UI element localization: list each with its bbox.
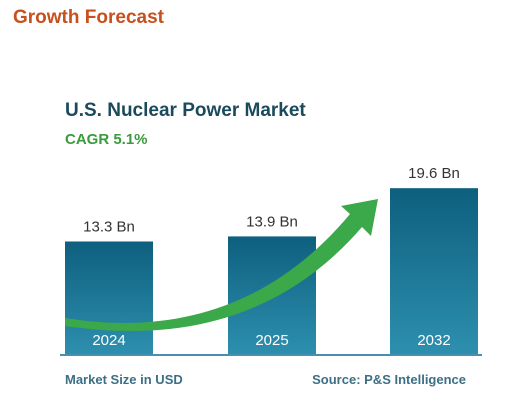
growth-arrow — [65, 199, 378, 331]
category-label-2025: 2025 — [255, 332, 288, 349]
cagr-label: CAGR 5.1% — [65, 131, 148, 148]
source-note: Source: P&S Intelligence — [312, 372, 466, 387]
y-axis-caption: Market Size in USD — [65, 372, 183, 387]
category-label-2032: 2032 — [417, 332, 450, 349]
value-label-2025: 13.9 Bn — [246, 213, 298, 230]
bar-2024 — [65, 241, 153, 354]
category-label-2024: 2024 — [92, 332, 125, 349]
value-label-2024: 13.3 Bn — [83, 218, 135, 235]
bar-2032 — [390, 188, 478, 354]
value-label-2032: 19.6 Bn — [408, 165, 460, 182]
section-heading: Growth Forecast — [13, 7, 164, 28]
chart-title: U.S. Nuclear Power Market — [65, 100, 306, 121]
